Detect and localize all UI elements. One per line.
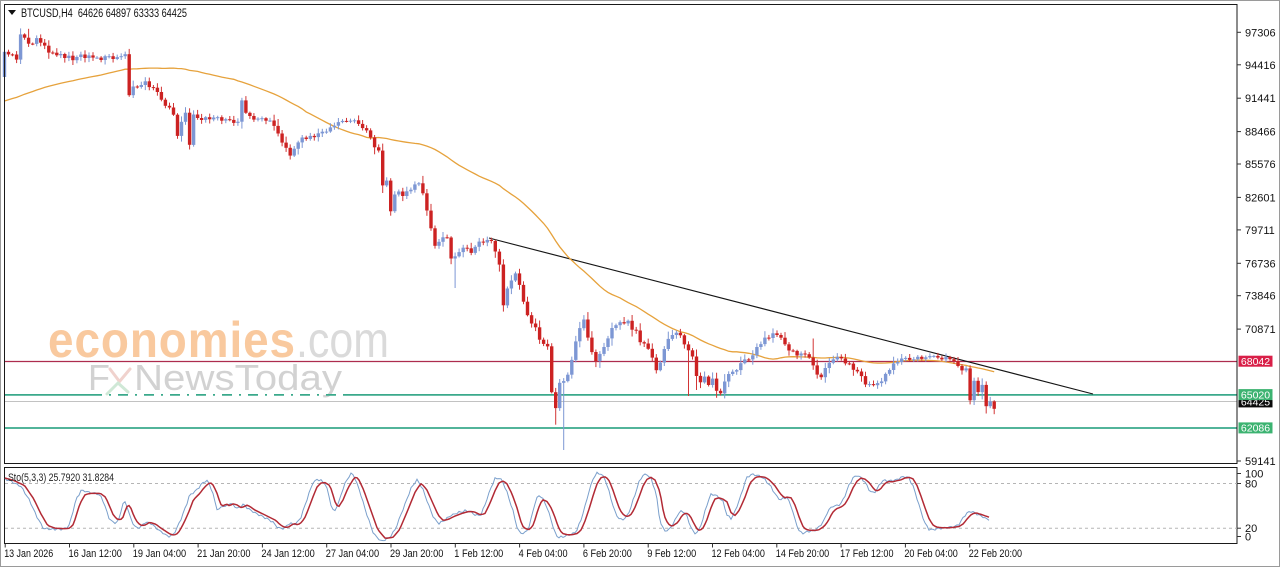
svg-text:14 Feb 20:00: 14 Feb 20:00 xyxy=(776,548,829,560)
svg-text:13 Jan 2026: 13 Jan 2026 xyxy=(4,548,53,560)
svg-text:82601: 82601 xyxy=(1245,192,1276,204)
svg-text:24 Jan 12:00: 24 Jan 12:00 xyxy=(261,548,314,560)
svg-text:80: 80 xyxy=(1245,479,1257,491)
svg-text:16 Jan 12:00: 16 Jan 12:00 xyxy=(69,548,122,560)
svg-text:economies: economies xyxy=(48,312,296,368)
svg-text:94416: 94416 xyxy=(1245,60,1276,72)
svg-text:6 Feb 20:00: 6 Feb 20:00 xyxy=(583,548,632,560)
svg-text:100: 100 xyxy=(1245,469,1263,481)
svg-text:88466: 88466 xyxy=(1245,127,1276,139)
svg-text:59141: 59141 xyxy=(1245,456,1276,468)
svg-text:F: F xyxy=(88,357,110,398)
svg-text:1 Feb 12:00: 1 Feb 12:00 xyxy=(454,548,503,560)
svg-text:20: 20 xyxy=(1245,523,1257,535)
svg-text:9 Feb 12:00: 9 Feb 12:00 xyxy=(647,548,696,560)
svg-text:.com: .com xyxy=(296,312,389,368)
svg-text:19 Jan 04:00: 19 Jan 04:00 xyxy=(133,548,186,560)
svg-text:62086: 62086 xyxy=(1241,423,1270,435)
svg-text:97306: 97306 xyxy=(1245,27,1276,39)
svg-text:22 Feb 20:00: 22 Feb 20:00 xyxy=(969,548,1022,560)
svg-text:Sto(5,3,3) 25.7920 31.8284: Sto(5,3,3) 25.7920 31.8284 xyxy=(8,472,114,484)
svg-text:NewsToday: NewsToday xyxy=(134,357,342,398)
svg-text:21 Jan 20:00: 21 Jan 20:00 xyxy=(197,548,250,560)
svg-text:12 Feb 04:00: 12 Feb 04:00 xyxy=(712,548,765,560)
svg-text:76736: 76736 xyxy=(1245,258,1276,270)
svg-text:65020: 65020 xyxy=(1241,389,1270,401)
svg-text:0: 0 xyxy=(1245,532,1251,544)
svg-text:79711: 79711 xyxy=(1245,225,1275,237)
svg-text:17 Feb 12:00: 17 Feb 12:00 xyxy=(840,548,893,560)
svg-text:27 Jan 04:00: 27 Jan 04:00 xyxy=(326,548,379,560)
svg-text:BTCUSD,H4 64626 64897 63333 6: BTCUSD,H4 64626 64897 63333 64425 xyxy=(21,6,187,20)
svg-text:85576: 85576 xyxy=(1245,159,1276,171)
svg-text:20 Feb 04:00: 20 Feb 04:00 xyxy=(904,548,957,560)
svg-text:91441: 91441 xyxy=(1245,93,1276,105)
svg-text:4 Feb 04:00: 4 Feb 04:00 xyxy=(519,548,568,560)
svg-text:29 Jan 20:00: 29 Jan 20:00 xyxy=(390,548,443,560)
svg-text:68042: 68042 xyxy=(1241,356,1270,368)
svg-text:73846: 73846 xyxy=(1245,291,1276,303)
svg-text:70871: 70871 xyxy=(1245,324,1276,336)
